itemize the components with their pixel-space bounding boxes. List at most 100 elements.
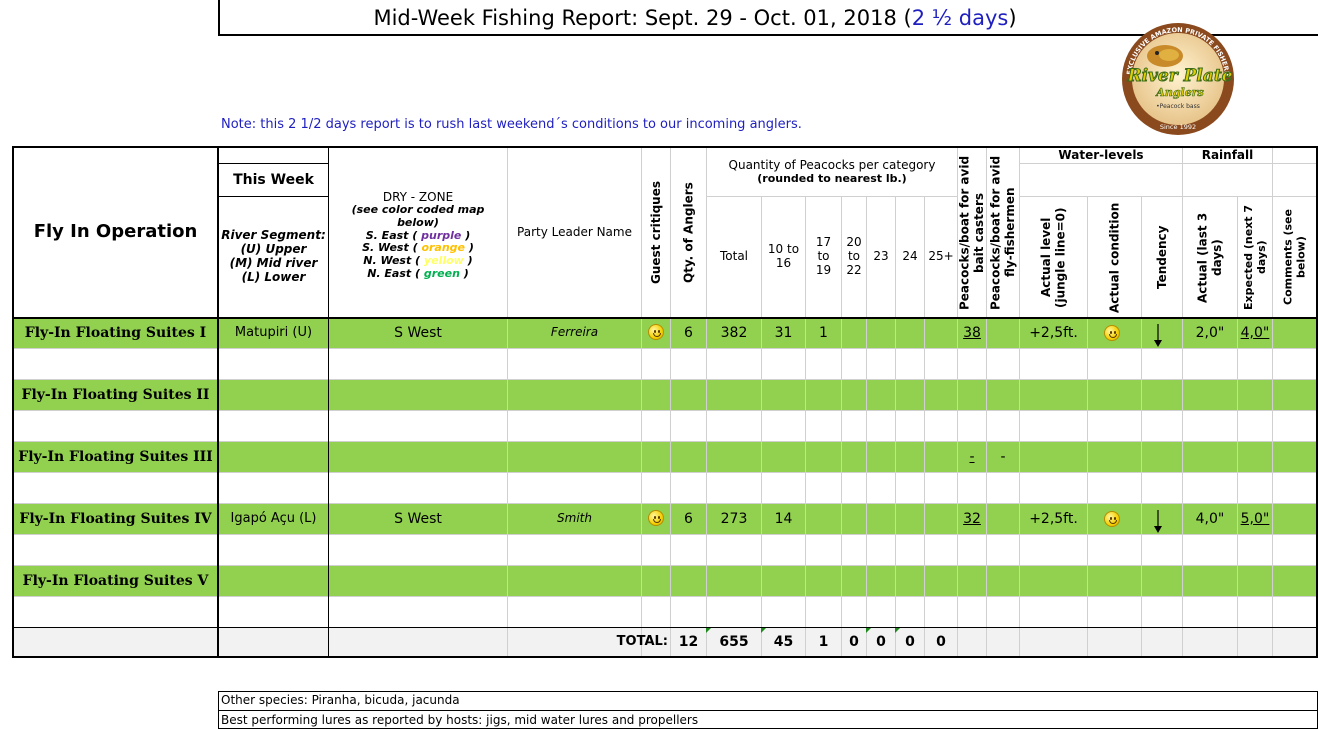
row-total: 382 [720, 324, 748, 341]
row-leader: Smith [557, 511, 592, 526]
dry-zone-title: DRY - ZONE [382, 189, 454, 204]
row-level [1020, 442, 1087, 472]
row-c24 [896, 442, 924, 472]
smiley-icon [648, 324, 664, 340]
row-zone [329, 380, 507, 410]
row-level [1020, 566, 1087, 596]
row-total [707, 380, 761, 410]
row-total: 273 [720, 510, 748, 527]
row-rain-actual: 2,0" [1195, 324, 1225, 341]
row-pb-fly [987, 504, 1019, 534]
total-peacocks: 655 [719, 633, 749, 650]
zone-ne: N. East ( green ) [367, 266, 469, 280]
header-24: 24 [902, 249, 918, 264]
row-anglers [671, 566, 706, 596]
row-pb-bait: 32 [963, 510, 981, 527]
header-rainfall: Rainfall [1201, 147, 1254, 162]
row-leader: Ferreira [550, 325, 599, 340]
row-level: +2,5ft. [1029, 510, 1078, 527]
header-actual-rain: Actual (last 3 days) [1195, 212, 1224, 303]
row-c10-16 [762, 442, 805, 472]
total-24: 0 [905, 633, 915, 650]
smiley-icon [648, 510, 664, 526]
row-leader [508, 442, 641, 472]
header-17-19: 17 to 19 [815, 235, 832, 277]
row-rain-actual [1183, 380, 1237, 410]
row-c20-22 [842, 380, 866, 410]
row-c10-16 [762, 566, 805, 596]
row-fill-1 [13, 318, 1317, 348]
row-anglers: 6 [684, 324, 693, 341]
row-c17-19 [806, 380, 841, 410]
row-zone [329, 442, 507, 472]
total-10-16: 45 [773, 633, 794, 650]
row-c23 [867, 504, 895, 534]
row-c20-22 [842, 318, 866, 348]
logo-sub: •Peacock bass [1156, 103, 1200, 110]
header-river-segment: River Segment: (U) Upper (M) Mid river (… [219, 197, 328, 317]
row-total [707, 442, 761, 472]
row-pb-bait [958, 566, 986, 596]
row-rain-expected [1238, 442, 1272, 472]
header-actual-level: Actual level (jungle line=0) [1039, 207, 1068, 308]
row-pb-fly [987, 566, 1019, 596]
row-total [707, 566, 761, 596]
qty-peacocks-title: Quantity of Peacocks per category [728, 157, 936, 172]
row-segment: Igapó Açu (L) [230, 510, 317, 526]
row-pb-fly [987, 380, 1019, 410]
best-lures: Best performing lures as reported by hos… [221, 713, 699, 727]
logo-name2: Anglers [1155, 86, 1203, 99]
total-25-plus: 0 [936, 633, 946, 650]
row-pb-bait: - [969, 448, 975, 465]
condition-smiley-icon [1104, 511, 1120, 527]
row-name: Fly-In Floating Suites II [21, 386, 210, 403]
row-c25 [925, 442, 957, 472]
header-peacocks-boat-bait: Peacocks/boat for avid bait casters [957, 155, 986, 310]
row-anglers [671, 442, 706, 472]
header-guest-critiques: Guest critiques [648, 181, 663, 284]
title-box [218, 0, 1318, 36]
row-rain-actual [1183, 442, 1237, 472]
river-segment-label: River Segment: [221, 228, 326, 243]
row-anglers [671, 380, 706, 410]
row-name: Fly-In Floating Suites V [22, 572, 209, 589]
row-c25 [925, 566, 957, 596]
down-arrow-icon [1152, 510, 1164, 534]
header-tendency: Tendency [1154, 225, 1169, 290]
row-fill-4 [13, 504, 1317, 534]
header-party-leader: Party Leader Name [517, 224, 632, 239]
row-rain-expected [1238, 380, 1272, 410]
row-segment [219, 442, 328, 472]
row-segment: Matupiri (U) [234, 324, 313, 340]
row-zone: S West [394, 324, 442, 341]
total-17-19: 1 [818, 633, 829, 650]
header-actual-condition: Actual condition [1107, 202, 1122, 313]
row-rain-expected: 4,0" [1240, 324, 1270, 341]
zone-sw: S. West ( orange ) [362, 241, 474, 255]
down-arrow-icon [1152, 324, 1164, 348]
header-10-16: 10 to 16 [767, 242, 800, 270]
row-c24 [896, 318, 924, 348]
row-c20-22 [842, 504, 866, 534]
row-c10-16: 14 [774, 510, 793, 527]
row-c25 [925, 380, 957, 410]
row-segment [219, 566, 328, 596]
row-c20-22 [842, 442, 866, 472]
row-rain-actual [1183, 566, 1237, 596]
row-pb-fly: - [1000, 448, 1006, 465]
header-total: Total [719, 249, 749, 264]
row-level [1020, 380, 1087, 410]
total-anglers: 12 [678, 633, 699, 650]
row-c10-16: 31 [774, 324, 793, 341]
total-20-22: 0 [849, 633, 859, 650]
row-name: Fly-In Floating Suites IV [19, 510, 212, 527]
row-anglers: 6 [684, 510, 693, 527]
rounded-note: (rounded to nearest lb.) [757, 171, 907, 185]
row-c24 [896, 566, 924, 596]
segment-mid: (M) Mid river [229, 256, 318, 270]
row-c17-19 [806, 566, 841, 596]
row-c24 [896, 380, 924, 410]
title-main: Mid-Week Fishing Report: Sept. 29 - Oct.… [373, 5, 912, 30]
total-23: 0 [876, 633, 886, 650]
